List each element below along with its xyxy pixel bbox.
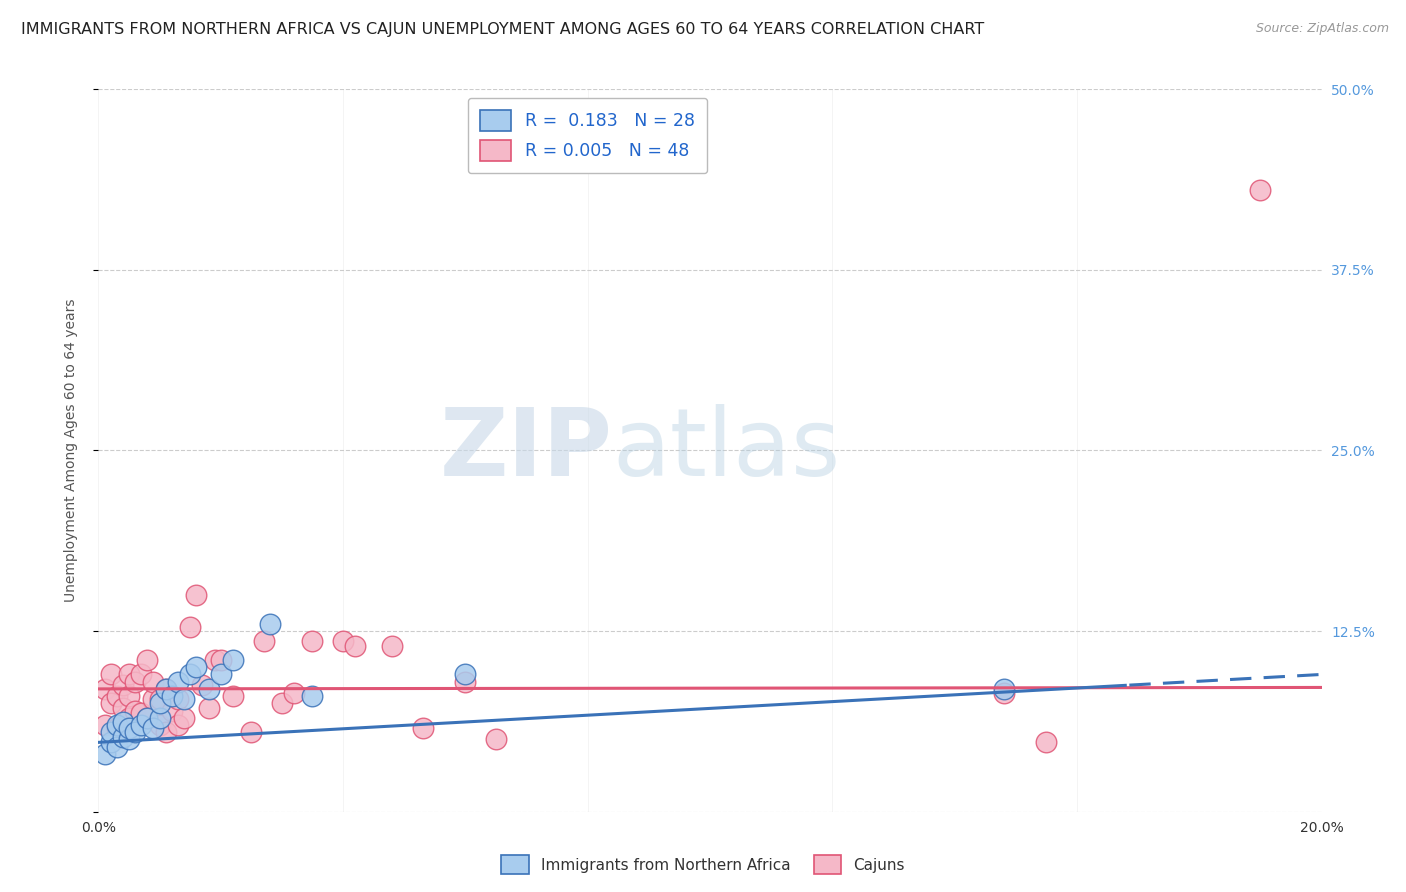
Point xyxy=(124,704,146,718)
Point xyxy=(118,711,141,725)
Point xyxy=(1035,735,1057,749)
Point xyxy=(111,730,134,744)
Legend: Immigrants from Northern Africa, Cajuns: Immigrants from Northern Africa, Cajuns xyxy=(495,849,911,880)
Point xyxy=(252,634,274,648)
Point xyxy=(160,704,183,718)
Text: atlas: atlas xyxy=(612,404,841,497)
Point xyxy=(173,692,195,706)
Point xyxy=(124,725,146,739)
Point xyxy=(412,721,434,735)
Point xyxy=(270,696,292,710)
Point xyxy=(149,692,172,706)
Point xyxy=(105,721,128,735)
Point xyxy=(197,681,219,696)
Point xyxy=(155,681,177,696)
Point xyxy=(283,686,305,700)
Point xyxy=(100,735,122,749)
Point xyxy=(118,667,141,681)
Point xyxy=(1249,183,1271,197)
Point xyxy=(129,718,152,732)
Point xyxy=(186,588,208,602)
Point xyxy=(111,715,134,730)
Point xyxy=(167,692,190,706)
Legend: R =  0.183   N = 28, R = 0.005   N = 48: R = 0.183 N = 28, R = 0.005 N = 48 xyxy=(468,98,707,173)
Point xyxy=(191,677,214,691)
Point xyxy=(209,667,232,681)
Point xyxy=(332,634,354,648)
Point xyxy=(129,667,152,681)
Point xyxy=(197,700,219,714)
Point xyxy=(167,718,190,732)
Point xyxy=(259,616,281,631)
Text: Source: ZipAtlas.com: Source: ZipAtlas.com xyxy=(1256,22,1389,36)
Point xyxy=(344,639,367,653)
Point xyxy=(222,653,245,667)
Point xyxy=(222,689,245,703)
Point xyxy=(301,634,323,648)
Point xyxy=(204,653,226,667)
Point xyxy=(100,725,122,739)
Point xyxy=(240,725,263,739)
Point xyxy=(485,732,508,747)
Point xyxy=(111,700,134,714)
Point xyxy=(142,721,165,735)
Point xyxy=(100,667,122,681)
Point xyxy=(111,677,134,691)
Point xyxy=(118,732,141,747)
Text: IMMIGRANTS FROM NORTHERN AFRICA VS CAJUN UNEMPLOYMENT AMONG AGES 60 TO 64 YEARS : IMMIGRANTS FROM NORTHERN AFRICA VS CAJUN… xyxy=(21,22,984,37)
Point xyxy=(179,667,201,681)
Point xyxy=(100,696,122,710)
Point xyxy=(93,747,115,761)
Point xyxy=(136,711,159,725)
Point xyxy=(209,653,232,667)
Point xyxy=(124,674,146,689)
Point xyxy=(993,686,1015,700)
Point xyxy=(155,725,177,739)
Point xyxy=(136,653,159,667)
Point xyxy=(136,711,159,725)
Text: ZIP: ZIP xyxy=(439,404,612,497)
Point xyxy=(149,696,172,710)
Point xyxy=(381,639,404,653)
Point xyxy=(167,674,190,689)
Point xyxy=(179,620,201,634)
Point xyxy=(155,681,177,696)
Point xyxy=(149,711,172,725)
Point xyxy=(118,721,141,735)
Point xyxy=(454,674,477,689)
Point xyxy=(105,739,128,754)
Point xyxy=(118,689,141,703)
Point xyxy=(160,689,183,703)
Point xyxy=(186,660,208,674)
Point xyxy=(142,674,165,689)
Y-axis label: Unemployment Among Ages 60 to 64 years: Unemployment Among Ages 60 to 64 years xyxy=(63,299,77,602)
Point xyxy=(149,718,172,732)
Point xyxy=(105,689,128,703)
Point xyxy=(129,706,152,721)
Point xyxy=(93,718,115,732)
Point xyxy=(142,692,165,706)
Point xyxy=(993,681,1015,696)
Point xyxy=(173,711,195,725)
Point xyxy=(301,689,323,703)
Point xyxy=(454,667,477,681)
Point xyxy=(105,718,128,732)
Point xyxy=(93,681,115,696)
